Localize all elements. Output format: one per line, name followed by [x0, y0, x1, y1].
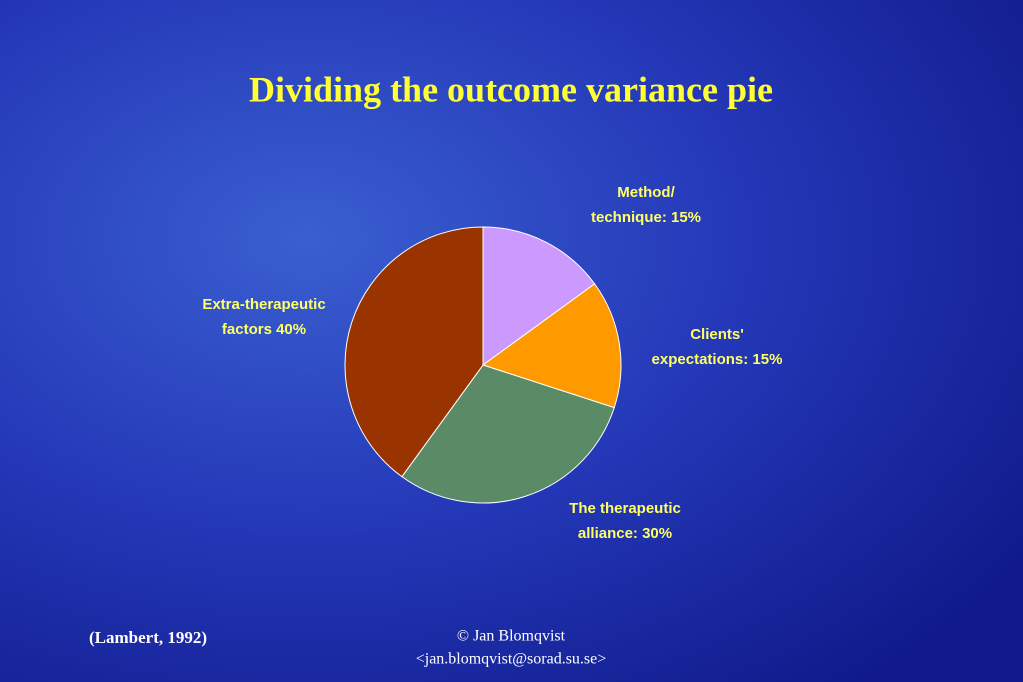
pie-slice — [344, 226, 484, 478]
footer-line: <jan.blomqvist@sorad.su.se> — [416, 651, 607, 668]
chart-title: Dividing the outcome variance pie — [249, 69, 773, 109]
slice-label: Clients' — [690, 326, 744, 343]
slice-label: expectations: 15% — [652, 351, 783, 368]
slice-label: alliance: 30% — [578, 525, 672, 542]
pie-slice — [401, 364, 615, 504]
pie-slice — [481, 283, 622, 409]
pie-slice — [482, 226, 596, 366]
slice-label: technique: 15% — [591, 209, 701, 226]
footer-line: © Jan Blomqvist — [457, 628, 566, 645]
source: (Lambert, 1992) — [89, 628, 207, 647]
slice-label: Method/ — [617, 184, 675, 201]
slice-label: The therapeutic — [569, 500, 681, 517]
slice-label: Extra-therapeutic — [202, 296, 325, 313]
slice-label: factors 40% — [222, 321, 306, 338]
